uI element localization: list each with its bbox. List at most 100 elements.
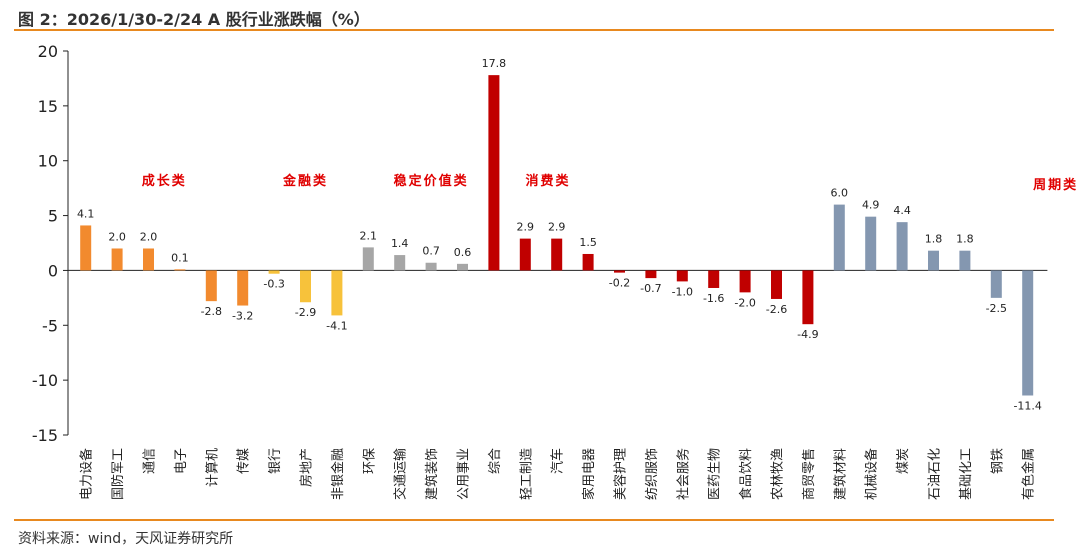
bar-9	[331, 270, 343, 316]
category-label: 煤炭	[896, 448, 911, 474]
data-label: -4.9	[797, 328, 818, 341]
data-label: -1.6	[703, 292, 724, 305]
bar-2	[111, 248, 123, 271]
data-label: -0.3	[263, 278, 284, 291]
group-label: 消费类	[525, 173, 570, 189]
chart-title: 图 2：2026/1/30-2/24 A 股行业涨跌幅（%）	[18, 10, 370, 29]
data-label: 2.9	[548, 221, 566, 234]
data-label: 4.4	[893, 204, 911, 217]
data-label: -2.8	[201, 305, 222, 318]
bar-12	[425, 262, 437, 271]
data-label: 2.0	[108, 230, 126, 243]
bar-19	[645, 270, 657, 279]
category-label: 纺织服饰	[645, 448, 660, 500]
category-label: 商贸零售	[801, 448, 817, 500]
category-label: 公用事业	[457, 448, 472, 500]
data-label: 1.5	[579, 236, 597, 249]
data-label: -2.6	[766, 303, 787, 316]
group-label: 金融类	[282, 173, 328, 189]
category-label: 环保	[362, 448, 377, 474]
category-label: 非银金融	[330, 448, 346, 500]
category-label: 汽车	[550, 448, 566, 474]
category-label: 轻工制造	[519, 448, 534, 500]
data-label: 6.0	[831, 187, 849, 200]
category-label: 电子	[174, 448, 189, 474]
data-label: 17.8	[482, 57, 507, 70]
category-label: 建筑装饰	[424, 448, 440, 500]
bar-4	[174, 269, 186, 271]
data-label: 0.7	[422, 245, 440, 258]
bar-18	[614, 270, 625, 273]
category-label: 农林牧渔	[771, 448, 786, 500]
bar-20	[676, 270, 688, 282]
category-label: 交通运输	[393, 448, 409, 500]
category-label: 机械设备	[864, 448, 880, 500]
data-label: 2.9	[517, 221, 535, 234]
y-tick-label: 0	[48, 261, 58, 280]
bar-10	[362, 247, 374, 271]
category-label: 石油石化	[928, 448, 943, 500]
y-tick-label: 20	[38, 42, 58, 61]
category-label: 基础化工	[959, 448, 974, 500]
bar-7	[268, 270, 280, 274]
bar-25	[833, 204, 845, 271]
category-label: 房地产	[299, 448, 315, 487]
data-label: -11.4	[1013, 400, 1041, 413]
group-label: 成长类	[142, 173, 187, 189]
group-label: 周期类	[1033, 177, 1078, 193]
category-label: 美容护理	[613, 448, 629, 500]
bar-23	[771, 270, 782, 299]
y-tick-label: -10	[32, 371, 58, 390]
data-label: 1.4	[391, 237, 409, 250]
y-tick-label: 10	[38, 152, 58, 171]
bar-16	[551, 238, 563, 271]
bar-1	[80, 225, 92, 271]
bar-26	[865, 216, 877, 271]
data-label: 2.0	[140, 230, 158, 243]
category-label: 通信	[143, 448, 158, 474]
category-label: 钢铁	[990, 448, 1005, 474]
data-label: -4.1	[326, 319, 347, 332]
bar-22	[739, 270, 751, 293]
category-label: 建筑材料	[832, 448, 848, 500]
data-label: 0.1	[171, 251, 189, 264]
bar-30	[990, 270, 1002, 298]
bar-27	[896, 222, 908, 271]
source-note: 资料来源：wind，天风证券研究所	[18, 531, 234, 547]
group-label: 稳定价值类	[394, 173, 469, 189]
bar-8	[300, 270, 311, 303]
category-label: 有色金属	[1021, 448, 1037, 500]
bottom-divider	[14, 519, 1054, 521]
category-label: 社会服务	[675, 448, 691, 500]
bar-3	[143, 248, 154, 271]
data-label: 4.1	[77, 207, 95, 220]
bar-24	[802, 270, 814, 325]
data-label: 4.9	[862, 199, 880, 212]
data-label: 1.8	[956, 233, 974, 246]
bar-28	[928, 250, 939, 271]
bar-14	[488, 75, 500, 271]
category-label: 传媒	[237, 448, 252, 474]
data-label: 0.6	[454, 246, 472, 259]
data-label: -2.5	[986, 302, 1007, 315]
category-label: 食品饮料	[738, 448, 754, 500]
bar-17	[582, 253, 594, 271]
y-tick-label: 5	[48, 207, 58, 226]
bar-29	[959, 250, 971, 271]
y-tick-label: -15	[32, 426, 58, 445]
data-label: -2.9	[295, 306, 316, 319]
bar-21	[708, 270, 720, 288]
category-label: 计算机	[205, 448, 220, 487]
bar-5	[205, 270, 217, 302]
data-label: -1.0	[672, 285, 693, 298]
y-tick-label: -5	[42, 316, 58, 335]
data-label: -3.2	[232, 310, 253, 323]
data-label: -0.2	[609, 277, 630, 290]
data-label: -2.0	[734, 296, 755, 309]
y-tick-label: 15	[38, 97, 58, 116]
bar-11	[394, 255, 406, 271]
category-label: 电力设备	[79, 448, 95, 500]
category-label: 综合	[488, 448, 503, 474]
category-label: 国防军工	[110, 448, 126, 500]
